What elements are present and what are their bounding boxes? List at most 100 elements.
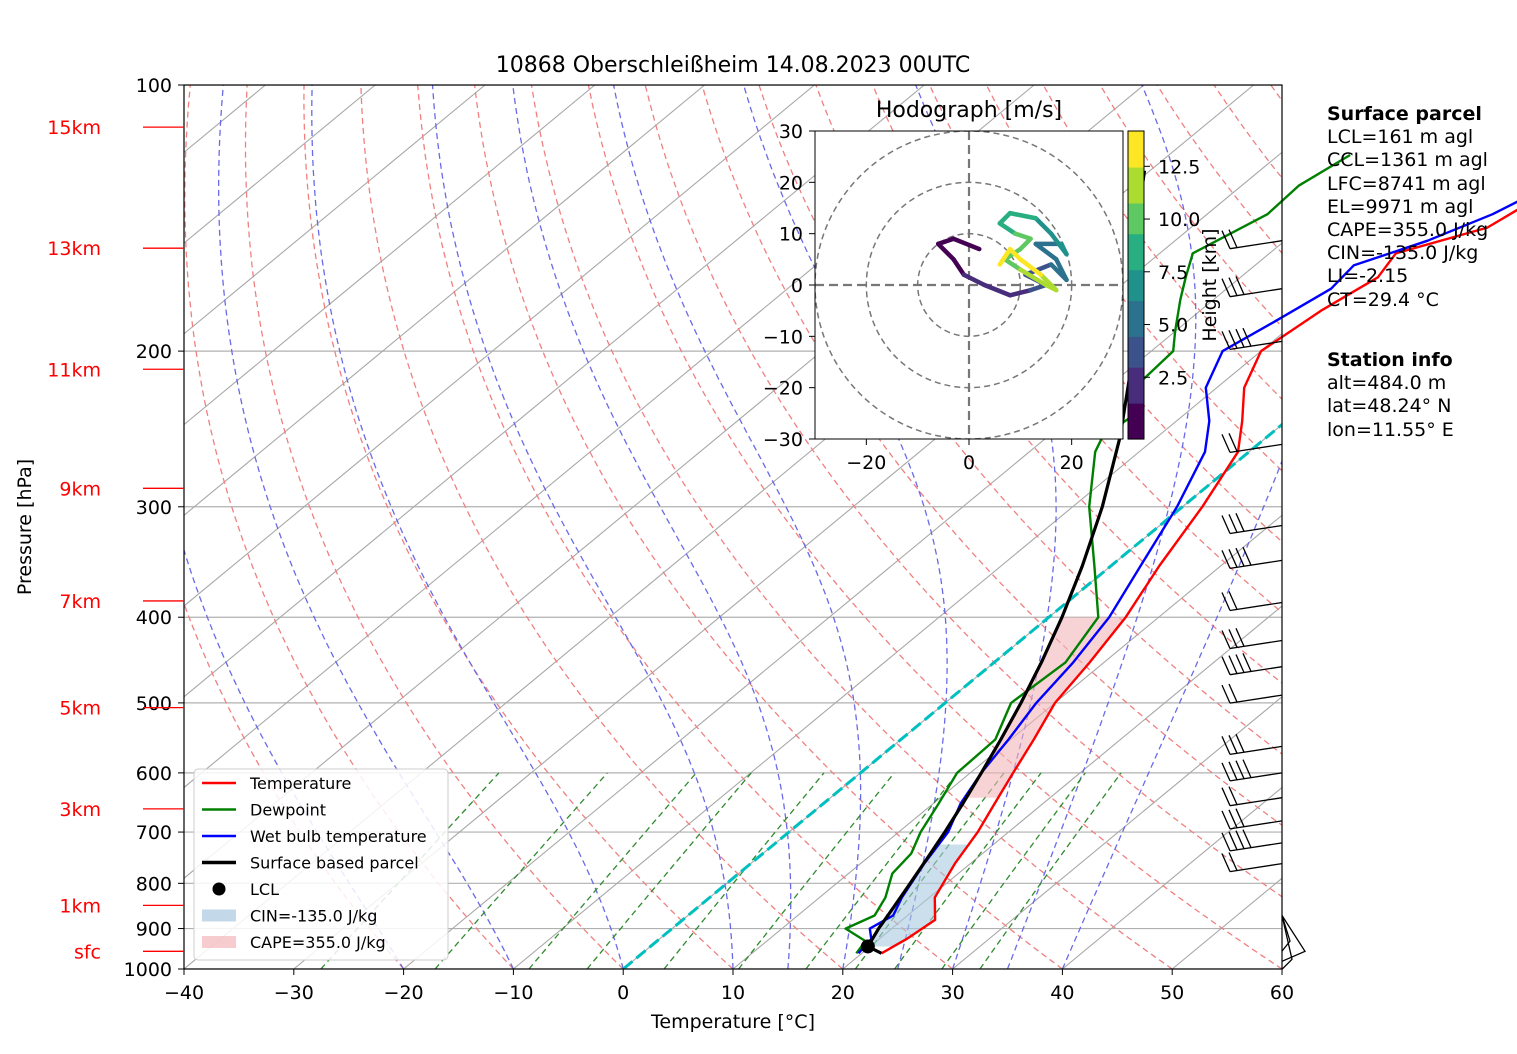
x-tick-label: 60 xyxy=(1270,982,1294,1004)
dry-adiabat xyxy=(360,85,844,969)
moist-adiabat xyxy=(431,85,734,969)
isotherm-gridline xyxy=(184,85,486,335)
surface-parcel-panel: Surface parcel LCL=161 m agl CCL=1361 m … xyxy=(1327,103,1488,312)
hodograph-segment xyxy=(982,282,1013,298)
legend-label: Dewpoint xyxy=(250,801,326,820)
y-tick-label: 700 xyxy=(136,822,172,844)
colorbar-swatch xyxy=(1128,172,1144,178)
y-tick-label: 900 xyxy=(136,919,172,941)
surface-parcel-line: EL=9971 m agl xyxy=(1327,195,1474,218)
colorbar-swatch xyxy=(1128,315,1144,322)
height-label: 7km xyxy=(59,591,101,613)
y-axis-label: Pressure [hPa] xyxy=(14,459,36,595)
colorbar-swatch xyxy=(1128,408,1144,414)
hodograph-segment xyxy=(951,236,982,252)
isotherm-gridline xyxy=(842,605,1282,969)
dewpoint-profile xyxy=(844,153,1351,955)
wind-barb-flag xyxy=(1235,547,1245,567)
hodograph-y-tick-label: −20 xyxy=(763,378,803,400)
wind-barb-flag xyxy=(1221,832,1231,852)
colorbar-swatch xyxy=(1128,346,1144,353)
surface-parcel-line: CCL=1361 m agl xyxy=(1327,149,1488,172)
wind-barb-flag xyxy=(1221,230,1231,249)
mixing-ratio-line xyxy=(979,772,1122,969)
surface-parcel-line: CIN=-135.0 J/kg xyxy=(1327,242,1479,265)
wind-barb-staff xyxy=(1229,666,1283,676)
colorbar-swatch xyxy=(1128,341,1144,348)
moist-adiabat xyxy=(1061,459,1282,969)
wind-barb-flag xyxy=(1228,761,1238,781)
colorbar-swatch xyxy=(1128,300,1144,307)
legend-label: Surface based parcel xyxy=(250,854,419,873)
mixing-ratio-line xyxy=(738,772,895,969)
y-tick-label: 200 xyxy=(136,341,172,363)
colorbar-swatch xyxy=(1128,233,1144,240)
colorbar-swatch xyxy=(1128,131,1144,137)
x-tick-label: 10 xyxy=(721,982,745,1004)
isotherm-gridline xyxy=(293,151,1282,969)
dry-adiabat xyxy=(644,85,1282,898)
y-tick-label: 300 xyxy=(136,497,172,519)
wind-barb-flag xyxy=(1228,514,1238,533)
wind-barb-staff xyxy=(1281,915,1306,962)
hodograph-segment xyxy=(1018,267,1049,288)
cin-area xyxy=(867,844,969,947)
surface-parcel-line: LCL=161 m agl xyxy=(1327,126,1474,149)
mixing-ratio-line xyxy=(941,772,1086,969)
hodograph-y-tick-label: 30 xyxy=(779,121,803,143)
colorbar-frame xyxy=(1127,130,1145,440)
wind-barb-staff xyxy=(1229,288,1283,298)
wind-barb-flag xyxy=(1242,327,1252,347)
legend-box xyxy=(193,768,449,961)
colorbar-swatch xyxy=(1128,392,1144,399)
y-tick-label: 400 xyxy=(136,607,172,629)
x-tick-label: 50 xyxy=(1160,982,1184,1004)
colorbar-swatch xyxy=(1128,166,1144,173)
hodograph-y-tick-label: 10 xyxy=(779,224,803,246)
colorbar-swatch xyxy=(1128,192,1144,199)
height-label: 9km xyxy=(59,478,101,500)
isotherm-gridline xyxy=(184,85,376,244)
hodograph-segment xyxy=(1048,231,1069,257)
wind-barb-flag xyxy=(1228,277,1238,296)
hodograph-segment xyxy=(1007,287,1033,298)
freezing-isotherm xyxy=(622,422,1282,969)
wind-barb-flag xyxy=(1221,434,1231,453)
wind-barb-flag xyxy=(1228,229,1238,248)
colorbar-swatch xyxy=(1128,336,1144,343)
height-label: 1km xyxy=(59,895,101,917)
wind-barb-flag xyxy=(1235,513,1245,532)
wind-barb-flag xyxy=(1221,550,1231,569)
colorbar-swatch xyxy=(1128,243,1144,250)
legend-label: Temperature xyxy=(249,774,351,793)
isotherm-gridline xyxy=(184,85,815,607)
isotherm-gridline xyxy=(1062,786,1282,969)
wind-barb-staff xyxy=(1229,240,1283,250)
dry-adiabat xyxy=(303,85,734,969)
surface-parcel-heading: Surface parcel xyxy=(1327,103,1482,125)
wind-barb-staff xyxy=(1229,862,1283,873)
colorbar-swatch xyxy=(1128,356,1144,363)
wind-barb-staff xyxy=(1229,524,1283,535)
y-tick-label: 600 xyxy=(136,763,172,785)
hodograph-title: Hodograph [m/s] xyxy=(876,98,1062,123)
colorbar-swatch xyxy=(1128,295,1144,301)
hodograph-y-tick-label: 20 xyxy=(779,172,803,194)
hodograph-segment xyxy=(1012,231,1033,242)
height-label: 15km xyxy=(47,117,101,139)
hodograph-segment xyxy=(1002,257,1023,272)
colorbar-swatch xyxy=(1128,397,1144,404)
colorbar-swatch xyxy=(1128,161,1144,168)
wind-barb-flag xyxy=(1221,630,1231,649)
isotherm-gridline xyxy=(184,85,596,426)
colorbar-swatch xyxy=(1128,151,1144,158)
legend-swatch xyxy=(202,936,236,948)
mixing-ratio-line xyxy=(528,772,697,969)
wind-barb-staff xyxy=(1229,820,1283,830)
hodograph-segment xyxy=(997,210,1013,226)
hodograph-y-tick-label: −30 xyxy=(763,429,803,451)
colorbar-swatch xyxy=(1128,218,1144,224)
colorbar-swatch xyxy=(1128,331,1144,337)
temperature-profile xyxy=(880,208,1517,955)
colorbar-swatch xyxy=(1128,418,1144,425)
